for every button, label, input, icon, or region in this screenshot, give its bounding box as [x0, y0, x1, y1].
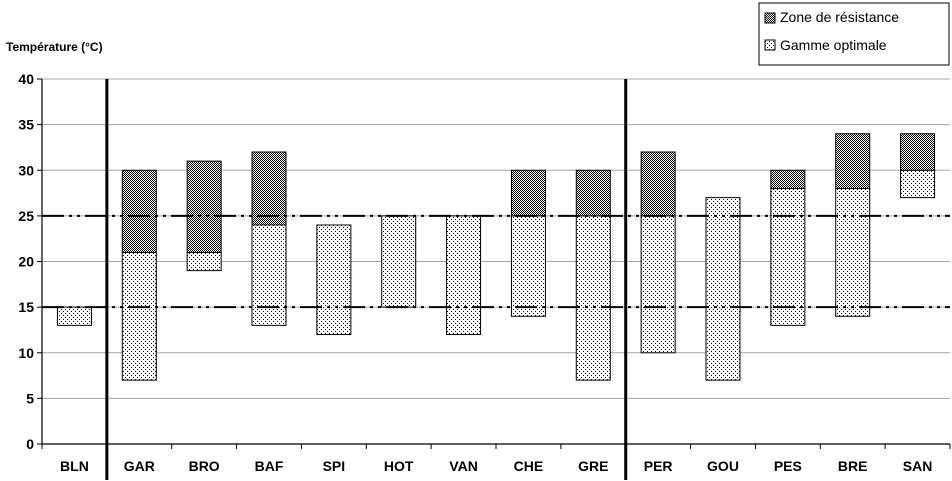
x-tick-labels: BLN GAR BRO BAF SPI HOT VAN CHE GRE PER GOU PES BRE S… — [60, 458, 932, 474]
bar-gou-optimal — [705, 197, 741, 381]
x-tick-label: BRE — [838, 458, 868, 474]
legend-box — [758, 2, 950, 66]
gridlines — [42, 78, 950, 399]
axes — [37, 78, 951, 449]
bar-che-optimal — [510, 215, 546, 317]
bar-baf-resistance — [251, 151, 287, 226]
legend-swatch-resistance — [764, 12, 776, 24]
legend-label-optimal: Gamme optimale — [780, 37, 887, 53]
bars — [56, 133, 936, 381]
x-tick-label: GOU — [707, 458, 739, 474]
x-tick-label: SAN — [903, 458, 933, 474]
y-tick-label: 15 — [18, 299, 34, 315]
x-tick-label: BAF — [255, 458, 284, 474]
x-tick-label: PER — [644, 458, 673, 474]
bar-pes-resistance — [770, 169, 806, 189]
x-tick-label: BRO — [189, 458, 220, 474]
x-tick-label: BLN — [60, 458, 89, 474]
bar-baf-optimal — [251, 224, 287, 326]
x-tick-label: HOT — [384, 458, 414, 474]
y-tick-label: 10 — [18, 345, 34, 361]
bar-bln-optimal — [56, 306, 92, 326]
bar-gar-resistance — [121, 169, 157, 253]
bar-san-optimal — [900, 169, 936, 199]
x-tick-label: CHE — [514, 458, 544, 474]
bar-per-resistance — [640, 151, 676, 217]
legend-label-resistance: Zone de résistance — [780, 9, 899, 25]
bar-spi-optimal — [316, 224, 352, 335]
y-tick-labels: 0 5 10 15 20 25 30 35 40 — [18, 71, 34, 452]
bar-hot-optimal — [381, 215, 417, 308]
x-tick-label: PES — [774, 458, 802, 474]
bar-bre-optimal — [835, 188, 871, 317]
bar-gre-resistance — [575, 169, 611, 217]
bar-gar-optimal — [121, 251, 157, 381]
bar-van-optimal — [446, 215, 482, 335]
x-tick-label: VAN — [449, 458, 478, 474]
y-tick-label: 20 — [18, 254, 34, 270]
bar-pes-optimal — [770, 188, 806, 326]
bar-per-optimal — [640, 215, 676, 354]
y-tick-label: 25 — [18, 208, 34, 224]
bar-bro-optimal — [186, 251, 222, 272]
y-tick-label: 5 — [26, 390, 34, 406]
bar-bro-resistance — [186, 160, 222, 253]
legend: Zone de résistance Gamme optimale — [758, 2, 950, 66]
bar-che-resistance — [510, 169, 546, 217]
y-tick-label: 35 — [18, 117, 34, 133]
bar-bre-resistance — [835, 133, 871, 189]
bar-san-resistance — [900, 133, 936, 171]
x-tick-label: SPI — [323, 458, 346, 474]
group-separators — [105, 79, 628, 480]
x-tick-label: GRE — [578, 458, 608, 474]
y-axis-label: Température (°C) — [6, 40, 103, 54]
y-tick-label: 0 — [26, 436, 34, 452]
y-tick-label: 30 — [18, 162, 34, 178]
y-tick-label: 40 — [18, 71, 34, 87]
legend-swatch-optimal — [764, 39, 776, 51]
x-tick-label: GAR — [124, 458, 155, 474]
bar-gre-optimal — [575, 215, 611, 381]
